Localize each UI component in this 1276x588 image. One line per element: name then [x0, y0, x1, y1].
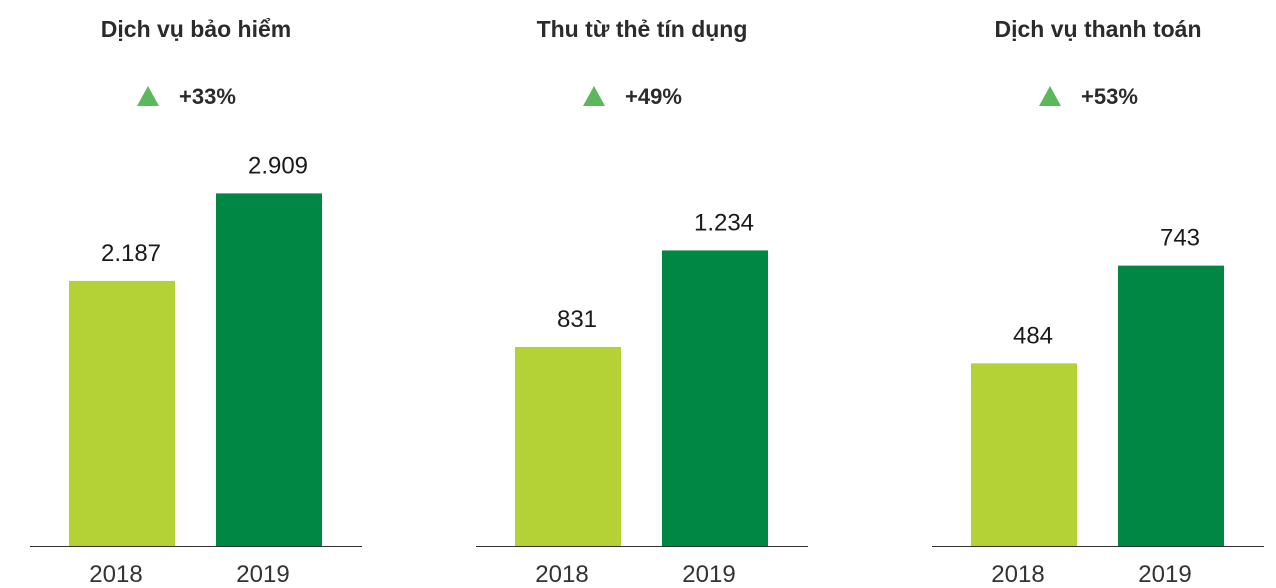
x-tick-label: 2018 [991, 561, 1044, 588]
x-tick-label: 2019 [682, 561, 735, 588]
triangle-up-icon [583, 86, 605, 106]
change-percent: +49% [625, 84, 682, 109]
chart-title: Thu từ thẻ tín dụng [537, 16, 748, 42]
triangle-up-icon [1039, 86, 1061, 106]
value-label: 1.234 [694, 209, 754, 236]
x-tick-label: 2018 [89, 561, 142, 588]
triangle-up-icon [137, 86, 159, 106]
chart-group: Dịch vụ thanh toán +53% 484 2018 743 2019 [932, 16, 1264, 588]
bar-2018 [69, 280, 175, 546]
chart-group: Dịch vụ bảo hiểm +33% 2.187 2018 2.909 2019 [30, 16, 362, 588]
chart-group: Thu từ thẻ tín dụng +49% 831 2018 1.234 2019 [476, 16, 808, 588]
change-percent: +53% [1081, 84, 1138, 109]
chart-title: Dịch vụ thanh toán [995, 16, 1202, 42]
bar-2018 [971, 363, 1077, 546]
x-tick-label: 2018 [535, 561, 588, 588]
chart-title: Dịch vụ bảo hiểm [101, 16, 291, 42]
bar-2019 [662, 250, 768, 546]
bar-2019 [216, 193, 322, 547]
value-label: 831 [557, 306, 597, 333]
bar-2018 [515, 346, 621, 546]
value-label: 2.187 [101, 240, 161, 267]
value-label: 2.909 [248, 152, 308, 179]
change-percent: +33% [179, 84, 236, 109]
value-label: 484 [1013, 322, 1053, 349]
bar-2019 [1118, 265, 1224, 546]
x-tick-label: 2019 [236, 561, 289, 588]
x-tick-label: 2019 [1138, 561, 1191, 588]
value-label: 743 [1160, 225, 1200, 252]
